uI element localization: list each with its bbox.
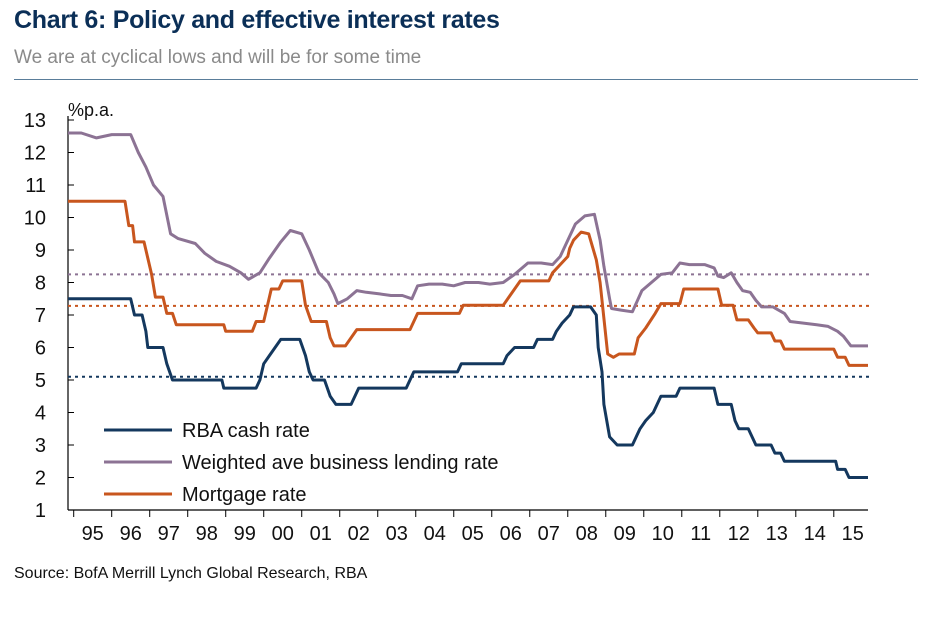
- x-tick-label: 13: [766, 523, 788, 545]
- x-tick-label: 11: [690, 523, 711, 545]
- y-tick-label: 1: [35, 500, 46, 522]
- y-tick-label: 2: [35, 468, 46, 490]
- x-tick-label: 14: [804, 523, 826, 545]
- y-tick-label: 10: [24, 208, 46, 230]
- x-tick-label: 03: [386, 523, 408, 545]
- title-rule: [14, 79, 918, 80]
- legend-label-weighted-ave-business-lending-rate: Weighted ave business lending rate: [182, 452, 499, 474]
- x-tick-label: 95: [82, 523, 104, 545]
- x-tick-label: 02: [348, 523, 370, 545]
- x-tick-label: 04: [424, 523, 446, 545]
- x-tick-label: 96: [120, 523, 142, 545]
- y-tick-label: 4: [35, 403, 46, 425]
- y-tick-label: 5: [35, 370, 46, 392]
- x-tick-label: 12: [728, 523, 750, 545]
- y-tick-label: 12: [24, 143, 46, 165]
- plot-frame: [67, 116, 868, 511]
- legend-label-rba-cash-rate: RBA cash rate: [182, 420, 310, 442]
- x-tick-label: 05: [462, 523, 484, 545]
- y-tick-label: 7: [35, 305, 46, 327]
- y-tick-label: 8: [35, 273, 46, 295]
- x-axis: 95 96 97 98 99 00 01 02 03 04 05 06 07 08 09 10 11 12 13 14…: [73, 510, 864, 545]
- x-tick-label: 00: [272, 523, 294, 545]
- x-tick-label: 10: [652, 523, 674, 545]
- x-tick-label: 08: [576, 523, 598, 545]
- x-tick-label: 01: [310, 523, 332, 545]
- legend: RBA cash rate Weighted ave business lendi…: [104, 420, 499, 506]
- x-tick-label: 99: [234, 523, 256, 545]
- series-weighted-ave-business-lending-rate: [68, 131, 868, 348]
- series-lines: [68, 131, 868, 479]
- series-rba-cash-rate: [68, 297, 868, 479]
- chart-title: Chart 6: Policy and effective interest r…: [14, 6, 500, 34]
- y-tick-label: 13: [24, 110, 46, 132]
- x-tick-label: 09: [614, 523, 636, 545]
- y-axis-label: %p.a.: [68, 100, 114, 120]
- y-tick-label: 11: [25, 175, 46, 197]
- x-tick-label: 07: [538, 523, 560, 545]
- x-tick-label: 97: [158, 523, 180, 545]
- legend-label-mortgage-rate: Mortgage rate: [182, 484, 307, 506]
- x-tick-label: 98: [196, 523, 218, 545]
- y-tick-label: 6: [35, 338, 46, 360]
- series-mortgage-rate: [68, 199, 868, 367]
- source-note: Source: BofA Merrill Lynch Global Resear…: [14, 565, 368, 582]
- y-tick-label: 9: [35, 240, 46, 262]
- y-tick-label: 3: [35, 435, 46, 457]
- x-tick-label: 15: [842, 523, 864, 545]
- x-tick-label: 06: [500, 523, 522, 545]
- chart-subtitle: We are at cyclical lows and will be for …: [14, 47, 422, 68]
